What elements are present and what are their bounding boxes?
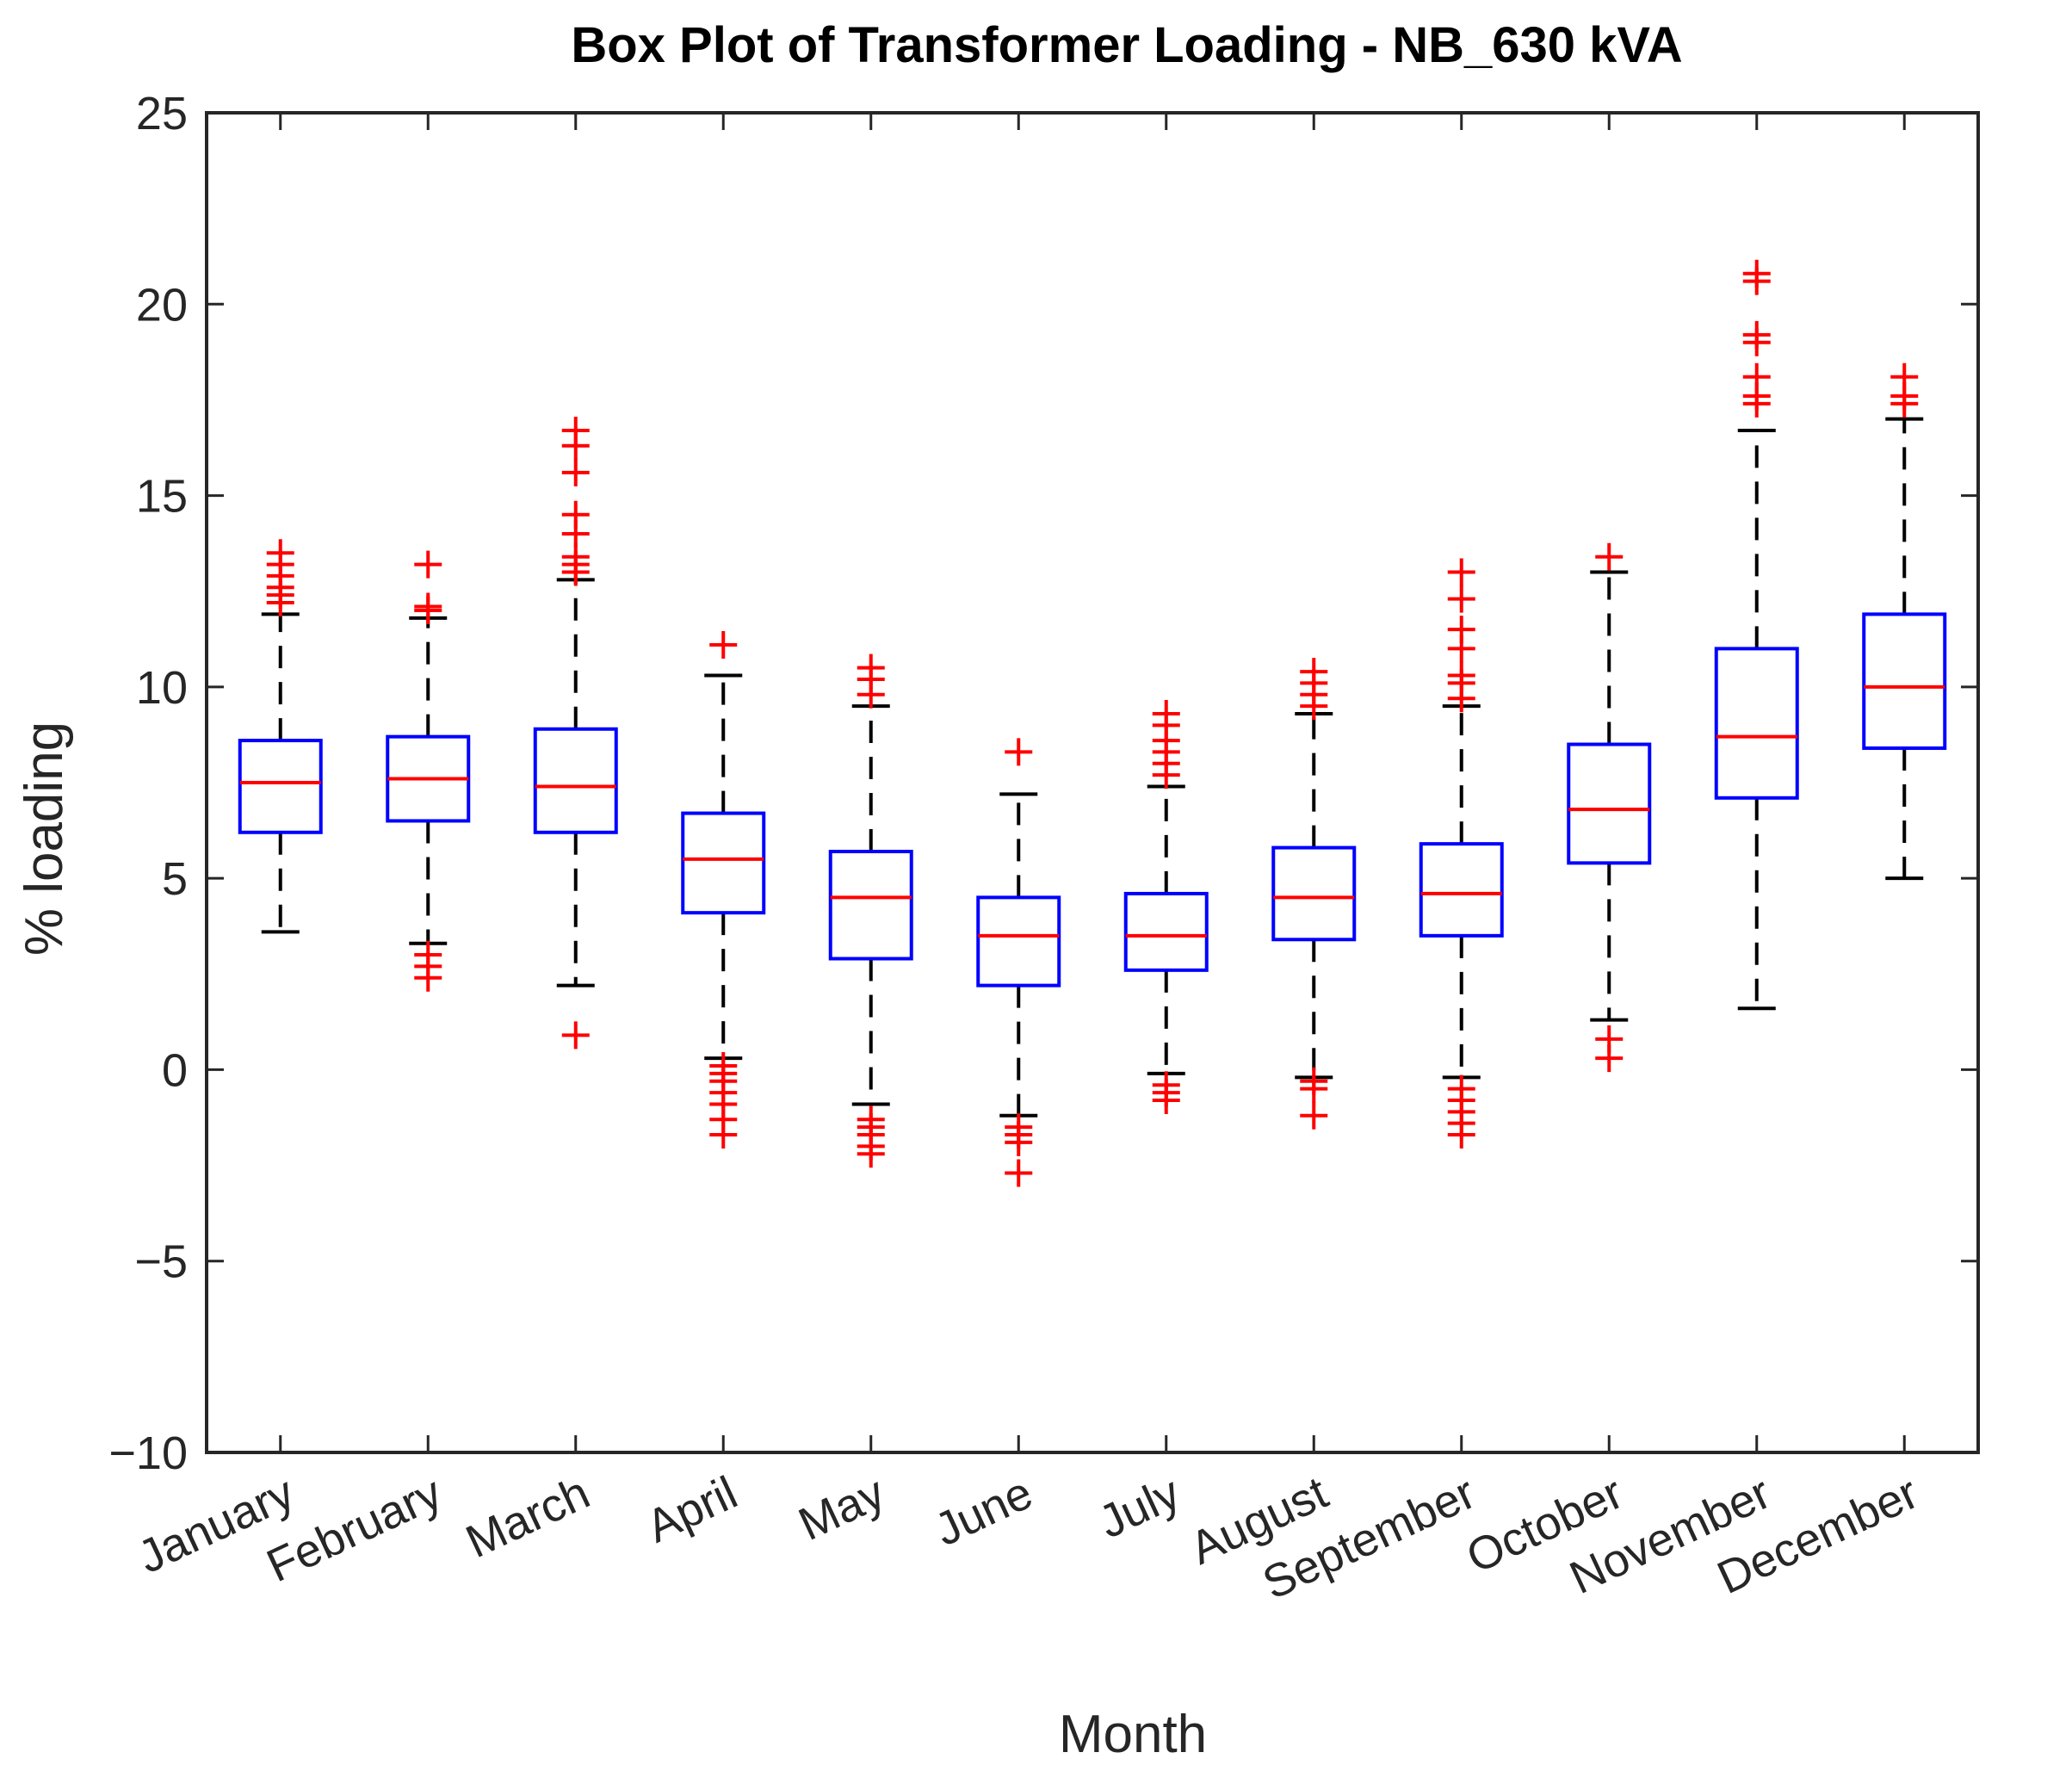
outlier-marker: [1005, 1159, 1033, 1187]
outlier-marker: [1447, 558, 1475, 586]
outlier-marker: [1152, 1086, 1180, 1114]
box-august: [1271, 658, 1357, 1130]
x-axis-label: Month: [1059, 1705, 1207, 1764]
x-tick-label: March: [458, 1466, 597, 1568]
iqr-box: [681, 811, 766, 915]
iqr-box: [238, 739, 323, 834]
outlier-marker: [1300, 1074, 1328, 1103]
iqr-box: [976, 895, 1061, 988]
outlier-marker: [414, 550, 442, 579]
outlier-marker: [1300, 658, 1328, 686]
outlier-marker: [266, 539, 294, 567]
box-october: [1567, 542, 1652, 1073]
y-axis: −10 −5 0 5 10 15 20 25: [108, 88, 1978, 1479]
y-tick-label: 15: [136, 471, 188, 523]
outlier-marker: [1447, 661, 1475, 690]
outlier-marker: [1447, 616, 1475, 644]
iqr-box: [1419, 842, 1504, 938]
y-tick-label: 25: [136, 88, 188, 139]
iqr-box: [1714, 647, 1799, 800]
iqr-box: [1271, 845, 1357, 942]
outlier-marker: [561, 416, 590, 444]
y-axis-label: % loading: [15, 721, 74, 956]
iqr-box: [1862, 612, 1947, 750]
outlier-marker: [709, 1121, 738, 1149]
x-tick-label: May: [791, 1466, 893, 1550]
box-june: [976, 738, 1061, 1187]
box-december: [1862, 362, 1947, 881]
outlier-marker: [857, 653, 885, 682]
iqr-box: [1123, 891, 1209, 972]
box-november: [1714, 259, 1799, 1011]
iqr-box: [533, 727, 618, 834]
box-may: [828, 653, 913, 1168]
iqr-box: [1567, 742, 1652, 865]
outlier-marker: [414, 963, 442, 992]
outlier-marker: [1005, 1128, 1033, 1156]
box-september: [1419, 558, 1504, 1149]
chart-title: Box Plot of Transformer Loading - NB_630…: [571, 17, 1682, 73]
outlier-marker: [1890, 362, 1919, 391]
x-tick-label: July: [1091, 1466, 1187, 1548]
box-july: [1123, 699, 1209, 1114]
outlier-marker: [1595, 542, 1624, 571]
outlier-marker: [1447, 585, 1475, 613]
outlier-marker: [1300, 1101, 1328, 1130]
box-january: [238, 539, 323, 934]
y-tick-label: −5: [134, 1236, 188, 1288]
outlier-marker: [709, 630, 738, 659]
y-tick-label: −10: [108, 1427, 188, 1479]
box-april: [681, 630, 766, 1149]
x-tick-label: June: [927, 1466, 1040, 1556]
box-march: [533, 416, 618, 1050]
outlier-marker: [857, 1140, 885, 1168]
iqr-box: [828, 850, 913, 961]
y-tick-label: 20: [136, 279, 188, 331]
outlier-marker: [1005, 738, 1033, 766]
plot-area-frame: [205, 111, 1980, 1454]
y-tick-label: 10: [136, 662, 188, 714]
outlier-marker: [1742, 320, 1771, 349]
box-series: [238, 259, 1947, 1187]
box-february: [386, 550, 471, 992]
outlier-marker: [561, 500, 590, 529]
y-tick-label: 0: [162, 1044, 188, 1096]
x-tick-label: April: [639, 1466, 745, 1552]
outlier-marker: [1447, 1121, 1475, 1149]
outlier-marker: [561, 1021, 590, 1050]
y-tick-label: 5: [162, 853, 188, 905]
outlier-marker: [561, 542, 590, 571]
outlier-marker: [1742, 259, 1771, 288]
outlier-marker: [561, 458, 590, 486]
outlier-marker: [414, 592, 442, 621]
outlier-marker: [1152, 699, 1180, 728]
outlier-marker: [1742, 362, 1771, 391]
outlier-marker: [1595, 1044, 1624, 1073]
